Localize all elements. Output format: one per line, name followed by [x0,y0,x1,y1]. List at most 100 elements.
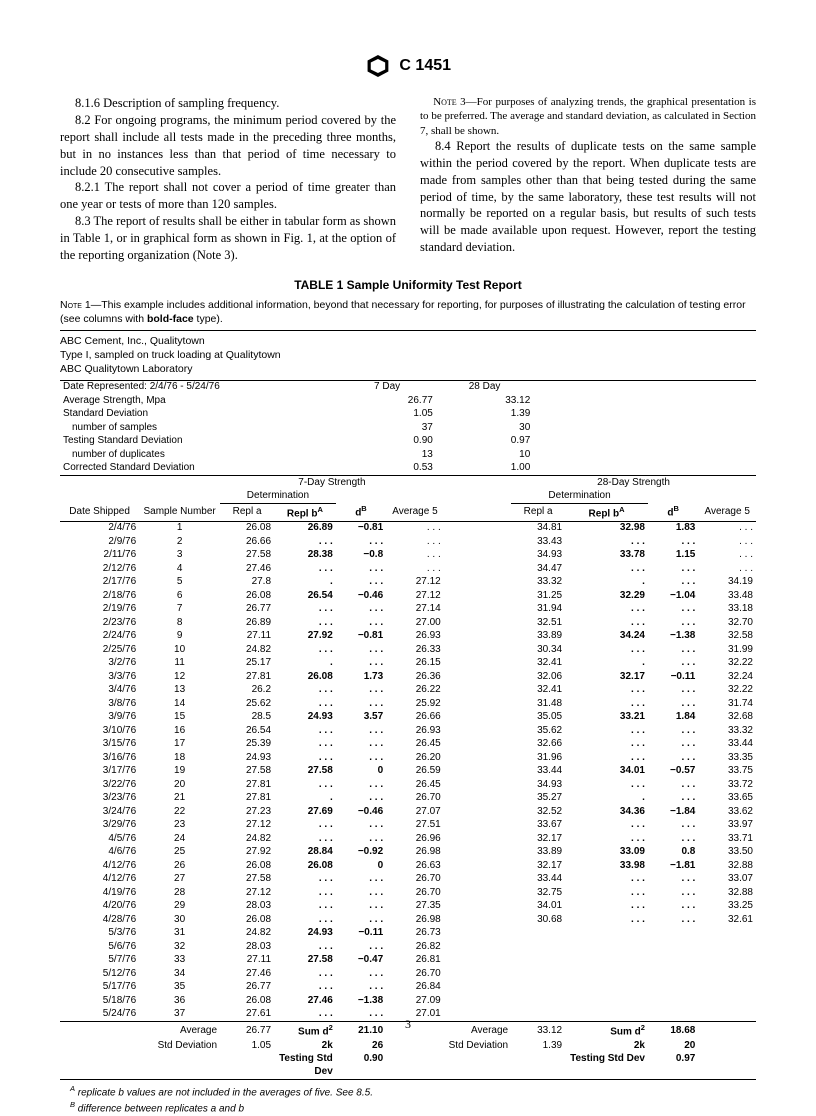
cell-V: 33.35 [698,751,756,765]
table-row: 5/6/763228.03. . .. . .26.82 [60,940,756,954]
table-note: Note 1—This example includes additional … [60,298,756,326]
h-avg: Average 5 [386,504,444,522]
cell-b: . . . [274,873,336,887]
cell-sn: 23 [139,819,220,833]
cell-d: 3.57 [336,711,386,725]
para-84: 8.4 Report the results of duplicate test… [420,138,756,256]
table-row: 3/29/762327.12. . .. . .27.5133.67. . ..… [60,819,756,833]
cell-date: 3/15/76 [60,738,139,752]
table-row: 2/25/761024.82. . .. . .26.3330.34. . ..… [60,643,756,657]
cell-V [698,954,756,968]
cell-b: . . . [274,832,336,846]
cell-B: . . . [565,873,648,887]
cell-B: . . . [565,751,648,765]
cell-d: . . . [336,562,386,576]
table-row: 4/5/762424.82. . .. . .26.9632.17. . .. … [60,832,756,846]
cell-V: 33.75 [698,765,756,779]
cell-A [511,967,565,981]
table-row: 3/4/761326.2. . .. . .26.2232.41. . .. .… [60,684,756,698]
cell-a: 26.08 [220,859,274,873]
cell-avg: 27.07 [386,805,444,819]
summary-label: Average Strength, Mpa [60,394,338,408]
cell-A: 34.81 [511,521,565,535]
table-row: 2/4/76126.0826.89−0.81. . .34.8132.981.8… [60,521,756,535]
cell-D [648,967,698,981]
cell-date: 2/24/76 [60,630,139,644]
cell-d: . . . [336,792,386,806]
h-d2: dB [648,504,698,522]
cell-D: −1.38 [648,630,698,644]
table-row: 2/23/76826.89. . .. . .27.0032.51. . .. … [60,616,756,630]
cell-sn: 28 [139,886,220,900]
cell-b: . . . [274,819,336,833]
cell-avg: 26.96 [386,832,444,846]
cell-A: 33.67 [511,819,565,833]
cell-B [565,981,648,995]
cell-b: . . . [274,603,336,617]
cell-d: −0.47 [336,954,386,968]
cell-D: . . . [648,778,698,792]
cell-A: 31.48 [511,697,565,711]
cell-V [698,981,756,995]
cell-sn: 11 [139,657,220,671]
cell-A [511,981,565,995]
summary-v7: 13 [338,448,435,462]
cell-A: 31.94 [511,603,565,617]
cell-b: . . . [274,684,336,698]
cell-a: 26.08 [220,521,274,535]
cell-B: . . . [565,832,648,846]
cell-b: . [274,657,336,671]
cell-date: 5/12/76 [60,967,139,981]
summary-label: Corrected Standard Deviation [60,462,338,476]
cell-a: 27.81 [220,792,274,806]
summary-row: Testing Standard Deviation0.900.97 [60,435,756,449]
cell-D: . . . [648,657,698,671]
cell-sn: 31 [139,927,220,941]
cell-V [698,967,756,981]
cell-D: −1.81 [648,859,698,873]
cell-D: . . . [648,603,698,617]
cell-D: . . . [648,819,698,833]
summary-v7: 0.53 [338,462,435,476]
cell-avg: 27.14 [386,603,444,617]
cell-b: 24.93 [274,927,336,941]
cell-A: 32.41 [511,684,565,698]
cell-date: 3/3/76 [60,670,139,684]
cell-B: 32.17 [565,670,648,684]
cell-sn: 10 [139,643,220,657]
cell-V: 33.97 [698,819,756,833]
table-row: 5/18/763626.0827.46−1.3827.09 [60,994,756,1008]
hdr-7day: 7 Day [338,380,435,394]
cell-D: . . . [648,738,698,752]
cell-avg: 27.35 [386,900,444,914]
cell-avg: . . . [386,535,444,549]
summary-v28: 1.00 [436,462,533,476]
cell-sn: 4 [139,562,220,576]
cell-D: . . . [648,643,698,657]
main-table: 7-Day Strength 28-Day Strength Determina… [60,475,756,1079]
cell-d: . . . [336,778,386,792]
summary-v28: 30 [436,421,533,435]
cell-avg: 26.98 [386,913,444,927]
cell-sn: 19 [139,765,220,779]
cell-date: 4/19/76 [60,886,139,900]
cell-V: . . . [698,549,756,563]
cell-avg: 26.93 [386,630,444,644]
cell-B: 34.36 [565,805,648,819]
cell-a: 26.89 [220,616,274,630]
table-title: TABLE 1 Sample Uniformity Test Report [60,278,756,292]
table-row: 4/12/762626.0826.08026.6332.1733.98−1.81… [60,859,756,873]
cell-date: 3/17/76 [60,765,139,779]
cell-A: 32.52 [511,805,565,819]
group-7day: 7-Day Strength [220,476,444,490]
cell-b: . . . [274,940,336,954]
cell-b: 24.93 [274,711,336,725]
cell-a: 24.93 [220,751,274,765]
cell-sn: 15 [139,711,220,725]
cell-B [565,927,648,941]
cell-B: 32.29 [565,589,648,603]
summary-row: number of duplicates1310 [60,448,756,462]
cell-sn: 22 [139,805,220,819]
summary-row: Corrected Standard Deviation0.531.00 [60,462,756,476]
cell-d: 1.73 [336,670,386,684]
